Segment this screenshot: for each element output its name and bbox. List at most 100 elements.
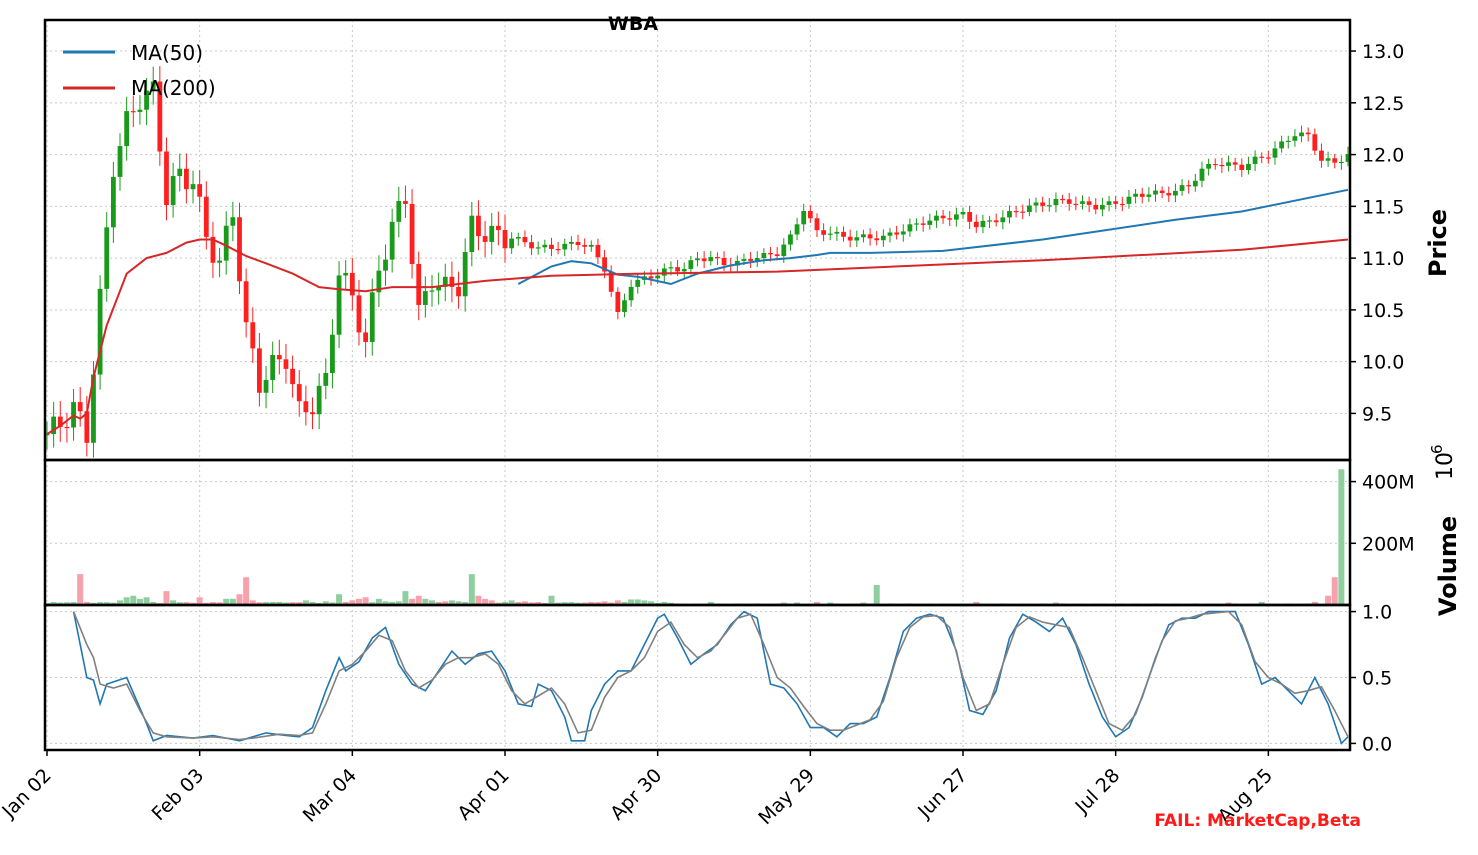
candle-body xyxy=(834,231,840,234)
oscillator-tick-label: 0.0 xyxy=(1362,733,1392,755)
legend-ma200-label: MA(200) xyxy=(131,76,216,100)
candle-body xyxy=(529,242,534,249)
volume-bar xyxy=(1338,469,1345,605)
candle-body xyxy=(940,215,946,219)
volume-bar xyxy=(117,600,124,605)
x-tick-label: Jan 02 xyxy=(0,764,56,822)
candle-body xyxy=(1007,211,1012,218)
price-tick-label: 11.5 xyxy=(1362,196,1404,218)
chart-title: WBA xyxy=(608,13,658,35)
candle-body xyxy=(1033,202,1039,206)
volume-bar xyxy=(482,598,489,605)
candle-body xyxy=(144,90,149,110)
volume-axis-label: Volume xyxy=(1434,516,1462,616)
candle-body xyxy=(456,286,461,297)
candle-body xyxy=(509,238,515,249)
candle-body xyxy=(203,196,209,237)
candle-body xyxy=(310,412,315,415)
candle-body xyxy=(967,211,973,222)
candle-body xyxy=(44,434,50,436)
candle-body xyxy=(330,334,335,373)
candle-body xyxy=(376,270,382,293)
volume-bar xyxy=(448,600,455,605)
volume-bar xyxy=(515,602,522,605)
candle-body xyxy=(77,402,83,412)
volume-bar xyxy=(223,598,230,605)
volume-bar xyxy=(634,599,641,605)
candle-body xyxy=(1060,198,1065,201)
volume-bar xyxy=(97,602,104,605)
volume-bar xyxy=(601,601,608,605)
candle-body xyxy=(900,231,906,235)
x-tick-label: Mar 04 xyxy=(299,764,361,826)
candle-body xyxy=(947,218,953,220)
volume-bar xyxy=(123,597,130,605)
candle-body xyxy=(993,220,999,223)
candle-body xyxy=(489,225,495,242)
candle-body xyxy=(502,230,508,249)
volume-bar xyxy=(276,601,283,605)
candle-body xyxy=(462,252,468,297)
volume-bar xyxy=(395,601,402,605)
volume-bar xyxy=(77,574,84,605)
volume-scale-label: 10 6 xyxy=(1428,444,1458,480)
candle-body xyxy=(1338,161,1344,164)
candle-body xyxy=(549,244,554,249)
volume-scale-base: 10 xyxy=(1433,452,1458,480)
candle-body xyxy=(1312,134,1318,151)
volume-bar xyxy=(83,601,90,605)
candle-body xyxy=(1219,164,1225,167)
candle-body xyxy=(1226,162,1231,166)
volume-bar xyxy=(296,602,303,605)
candle-body xyxy=(1159,190,1165,194)
volume-bar xyxy=(263,602,270,605)
candle-body xyxy=(482,236,488,242)
candle-body xyxy=(276,355,282,360)
candle-body xyxy=(1020,211,1026,213)
volume-bar xyxy=(256,602,263,605)
candle-body xyxy=(814,218,820,231)
price-tick-label: 10.5 xyxy=(1362,300,1404,322)
volume-bar xyxy=(382,601,389,605)
volume-bar xyxy=(402,591,409,605)
candle-body xyxy=(861,234,866,238)
volume-bar xyxy=(442,601,449,605)
volume-bar xyxy=(415,595,422,605)
x-tick-label: Jul 28 xyxy=(1071,764,1125,818)
candle-body xyxy=(934,215,939,221)
volume-bar xyxy=(289,602,296,605)
oscillator-tick-label: 1.0 xyxy=(1362,602,1392,624)
volume-bar xyxy=(535,602,542,605)
volume-bar xyxy=(150,602,157,605)
candle-body xyxy=(1153,190,1158,195)
volume-bar xyxy=(455,601,462,605)
candle-body xyxy=(1186,185,1192,187)
candle-body xyxy=(874,238,880,241)
volume-bars xyxy=(44,469,1351,605)
candle-body xyxy=(250,322,256,349)
volume-bar xyxy=(389,601,396,605)
candle-body xyxy=(568,241,574,244)
volume-bar xyxy=(409,598,416,605)
legend: MA(50) MA(200) xyxy=(63,41,216,100)
volume-bar xyxy=(621,601,628,605)
candle-body xyxy=(1265,157,1271,159)
candle-body xyxy=(582,245,588,247)
candle-body xyxy=(595,244,601,258)
candle-body xyxy=(303,401,309,413)
volume-bar xyxy=(422,598,429,605)
volume-bar xyxy=(309,601,316,605)
candle-body xyxy=(1026,205,1032,213)
candle-body xyxy=(987,220,992,222)
price-tick-label: 11.0 xyxy=(1362,248,1404,270)
price-tick-label: 10.0 xyxy=(1362,352,1404,374)
volume-bar xyxy=(462,601,469,605)
candle-body xyxy=(1086,201,1092,205)
oscillator-tick-label: 0.5 xyxy=(1362,668,1392,690)
candle-body xyxy=(761,252,767,259)
candle-body xyxy=(210,236,216,263)
volume-bar xyxy=(813,601,820,605)
candle-body xyxy=(1319,150,1324,161)
candle-body xyxy=(1292,136,1298,141)
volume-bar xyxy=(143,597,150,605)
